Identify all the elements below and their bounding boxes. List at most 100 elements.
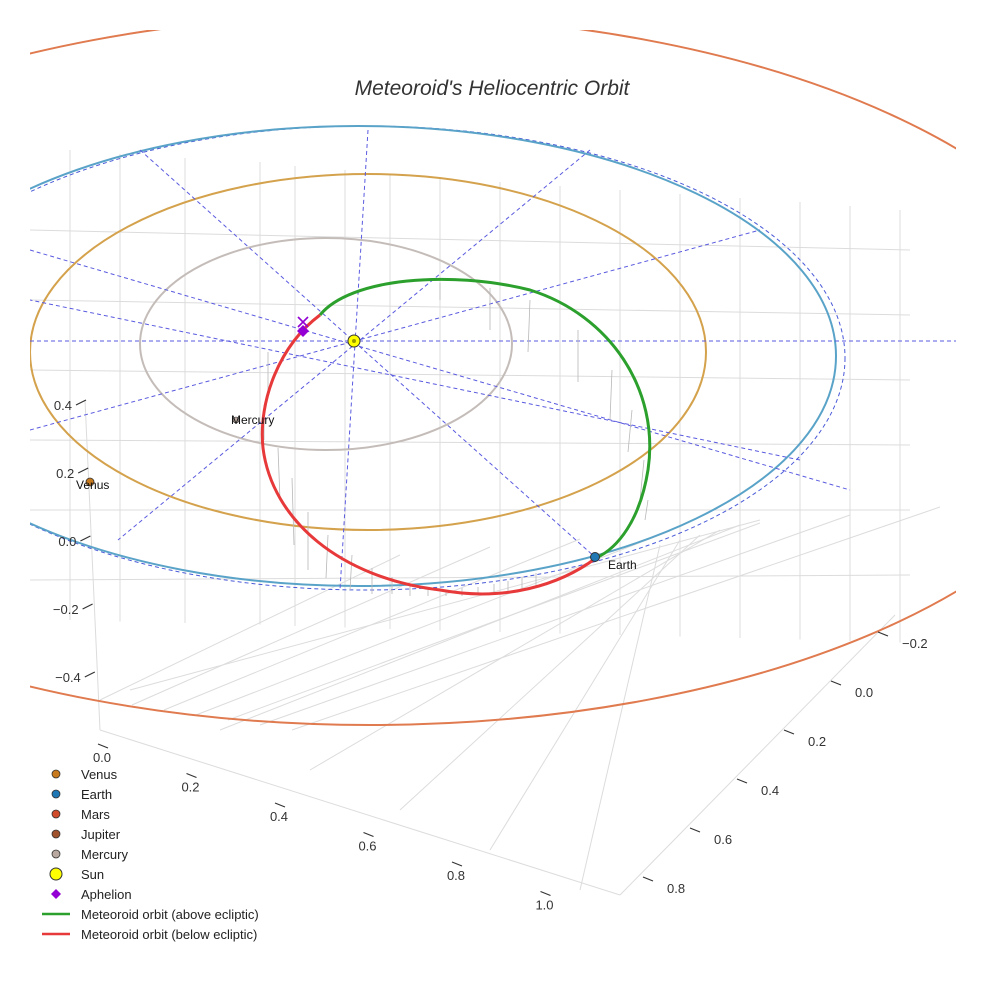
legend-label: Mercury	[81, 847, 128, 862]
y-axis-tick-label: 0.8	[667, 881, 685, 896]
legend-label: Earth	[81, 787, 112, 802]
meteoroid-orbit-below	[260, 313, 597, 596]
y-axis: −0.2 0.0 0.2 0.4 0.6 0.8	[642, 631, 928, 896]
earth-orbit-dashed	[30, 125, 846, 591]
ecliptic-drop-lines	[263, 283, 649, 596]
earth-marker	[590, 552, 600, 562]
venus-label: Venus	[76, 478, 109, 492]
mercury-marker	[232, 416, 240, 424]
mercury-label: Mercury	[231, 413, 274, 427]
drop-line	[277, 447, 281, 501]
legend-label: Aphelion	[81, 887, 132, 902]
reference-line	[30, 249, 851, 491]
legend-item: Venus	[51, 767, 118, 782]
legend-label: Meteoroid orbit (above ecliptic)	[81, 907, 259, 922]
grid-line-wall	[29, 299, 911, 316]
legend-item: Jupiter	[51, 827, 121, 842]
grid-line-floor	[129, 519, 761, 691]
x-axis-tick	[540, 890, 551, 897]
x-axis-tick-label: 0.0	[93, 750, 111, 765]
grid-line-floor	[291, 506, 941, 731]
legend-item: Mercury	[51, 847, 128, 862]
legend-label: Jupiter	[81, 827, 121, 842]
sun-marker	[347, 334, 361, 348]
drop-line	[639, 459, 645, 501]
axis-box-edge	[84, 399, 101, 731]
grid-line-wall	[29, 229, 911, 251]
reference-line	[339, 129, 369, 591]
legend-item: Earth	[51, 787, 112, 802]
earth-label: Earth	[608, 558, 637, 572]
drop-line	[291, 477, 295, 546]
legend-label: Mars	[81, 807, 110, 822]
legend-item: Aphelion	[51, 887, 132, 902]
legend-label: Sun	[81, 867, 104, 882]
grid-line-floor	[219, 524, 741, 731]
x-axis-tick-label: 0.4	[270, 809, 288, 824]
reference-line	[30, 229, 761, 431]
z-axis-tick-label: 0.0	[58, 534, 76, 549]
grid-line-floor	[399, 534, 701, 811]
venus-orbit	[30, 173, 707, 531]
grid-line-wall	[29, 369, 911, 381]
drop-line	[644, 499, 649, 521]
grid-line-floor	[579, 544, 661, 891]
y-axis-tick-label: 0.4	[761, 783, 779, 798]
grid-line-floor	[489, 539, 681, 851]
x-axis-tick	[186, 772, 197, 779]
grid-line-floor	[259, 514, 851, 726]
z-axis-tick-label: −0.2	[53, 602, 79, 617]
legend-item: Meteoroid orbit (above ecliptic)	[42, 907, 259, 922]
legend-marker	[49, 867, 63, 881]
x-axis-tick-label: 0.8	[447, 868, 465, 883]
z-axis: 0.4 0.2 0.0 −0.2 −0.4	[53, 398, 96, 685]
mercury-orbit	[139, 237, 513, 451]
legend-item: Meteoroid orbit (below ecliptic)	[42, 927, 257, 942]
legend-marker	[51, 789, 61, 799]
grid-line-floor	[99, 554, 401, 701]
x-axis-tick	[363, 831, 374, 838]
legend-marker	[51, 829, 61, 839]
x-axis-tick-label: 1.0	[535, 898, 553, 913]
grid-line-floor	[131, 546, 491, 706]
drop-line	[325, 534, 329, 579]
drop-line	[527, 299, 531, 353]
legend-label: Venus	[81, 767, 118, 782]
y-axis-tick	[736, 778, 748, 784]
y-axis-tick-label: 0.6	[714, 832, 732, 847]
drop-line	[627, 409, 633, 453]
legend-marker	[51, 809, 61, 819]
y-axis-tick-label: −0.2	[902, 636, 928, 651]
meteoroid-orbit-above	[318, 277, 652, 560]
z-axis-tick	[80, 535, 91, 542]
z-axis-tick-label: −0.4	[55, 670, 81, 685]
legend-marker	[51, 769, 61, 779]
reference-line	[30, 299, 801, 461]
legend-marker	[51, 849, 61, 859]
z-axis-tick-label: 0.2	[56, 466, 74, 481]
drop-line	[349, 554, 353, 591]
x-axis-tick	[274, 802, 286, 808]
z-axis-tick-label: 0.4	[54, 398, 72, 413]
axis-grid	[29, 150, 941, 896]
aphelion-marker	[297, 316, 309, 337]
y-axis-tick	[642, 876, 654, 882]
z-axis-tick	[82, 603, 93, 610]
drop-line	[609, 369, 613, 421]
x-axis-tick	[451, 861, 463, 867]
legend-label: Meteoroid orbit (below ecliptic)	[81, 927, 257, 942]
y-axis-tick	[783, 729, 795, 735]
y-axis-tick-label: 0.2	[808, 734, 826, 749]
chart-title: Meteoroid's Heliocentric Orbit	[355, 77, 631, 100]
z-axis-tick	[75, 399, 87, 406]
earth-orbit	[30, 125, 837, 587]
y-axis-tick	[877, 631, 889, 637]
legend-item: Sun	[49, 867, 104, 882]
y-axis-tick-label: 0.0	[855, 685, 873, 700]
x-axis-tick-label: 0.2	[181, 780, 199, 795]
legend-item: Mars	[51, 807, 110, 822]
reference-line	[139, 149, 597, 559]
grid-line-wall	[29, 439, 911, 446]
x-axis-tick	[97, 743, 109, 749]
